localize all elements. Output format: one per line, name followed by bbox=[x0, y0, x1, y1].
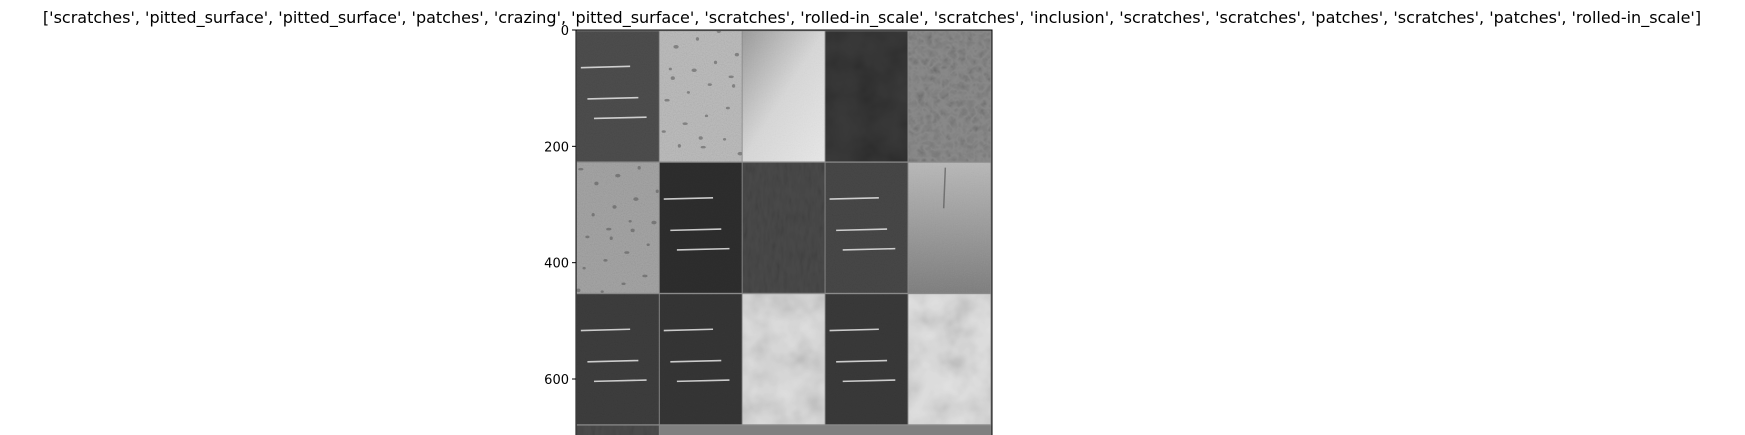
y-tick-label: 200 bbox=[544, 140, 569, 155]
image-tile bbox=[576, 425, 659, 435]
y-tick-label: 0 bbox=[561, 24, 569, 39]
empty-tile bbox=[659, 425, 743, 435]
empty-tile bbox=[908, 425, 992, 435]
image-tile bbox=[742, 294, 825, 425]
image-tile bbox=[742, 31, 825, 162]
image-tile bbox=[825, 294, 908, 425]
y-tick-label: 600 bbox=[544, 373, 569, 388]
axes-frame bbox=[575, 29, 993, 435]
image-tile bbox=[659, 31, 742, 162]
y-tick-label: 400 bbox=[544, 257, 569, 272]
image-tile bbox=[742, 162, 825, 293]
image-tile bbox=[659, 162, 742, 293]
image-tile bbox=[908, 162, 991, 293]
image-tile bbox=[908, 31, 991, 162]
y-axis: 0200400600800 bbox=[544, 24, 576, 388]
tile-grid bbox=[576, 31, 992, 435]
empty-tile bbox=[825, 425, 909, 435]
image-tile bbox=[825, 162, 908, 293]
empty-tile bbox=[742, 425, 826, 435]
image-tile bbox=[825, 31, 908, 162]
chart-title: ['scratches', 'pitted_surface', 'pitted_… bbox=[43, 8, 1701, 28]
image-tile bbox=[659, 294, 742, 425]
image-tile bbox=[908, 294, 991, 425]
image-tile bbox=[576, 294, 659, 425]
image-tile bbox=[576, 162, 659, 293]
image-tile bbox=[576, 31, 659, 162]
